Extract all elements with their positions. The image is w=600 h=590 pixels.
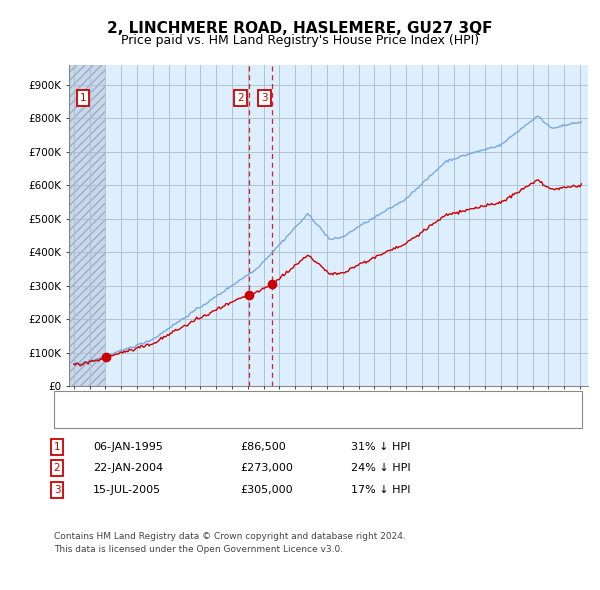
Text: 31% ↓ HPI: 31% ↓ HPI — [351, 442, 410, 451]
Text: £273,000: £273,000 — [240, 463, 293, 473]
Text: 1: 1 — [80, 93, 86, 103]
Text: 2: 2 — [53, 463, 61, 473]
Bar — [69, 65, 106, 386]
Text: £86,500: £86,500 — [240, 442, 286, 451]
Text: 3: 3 — [261, 93, 268, 103]
Text: 1: 1 — [53, 442, 61, 451]
Text: 3: 3 — [53, 485, 61, 494]
Text: 2, LINCHMERE ROAD, HASLEMERE, GU27 3QF (detached house): 2, LINCHMERE ROAD, HASLEMERE, GU27 3QF (… — [93, 396, 424, 407]
Text: Contains HM Land Registry data © Crown copyright and database right 2024.
This d: Contains HM Land Registry data © Crown c… — [54, 532, 406, 553]
Text: 22-JAN-2004: 22-JAN-2004 — [93, 463, 163, 473]
Text: 24% ↓ HPI: 24% ↓ HPI — [351, 463, 410, 473]
Text: £305,000: £305,000 — [240, 485, 293, 494]
Text: 15-JUL-2005: 15-JUL-2005 — [93, 485, 161, 494]
Text: 17% ↓ HPI: 17% ↓ HPI — [351, 485, 410, 494]
Text: 06-JAN-1995: 06-JAN-1995 — [93, 442, 163, 451]
Text: Price paid vs. HM Land Registry's House Price Index (HPI): Price paid vs. HM Land Registry's House … — [121, 34, 479, 47]
Text: 2: 2 — [238, 93, 244, 103]
Text: 2, LINCHMERE ROAD, HASLEMERE, GU27 3QF: 2, LINCHMERE ROAD, HASLEMERE, GU27 3QF — [107, 21, 493, 35]
Text: HPI: Average price, detached house, Chichester: HPI: Average price, detached house, Chic… — [93, 412, 342, 422]
